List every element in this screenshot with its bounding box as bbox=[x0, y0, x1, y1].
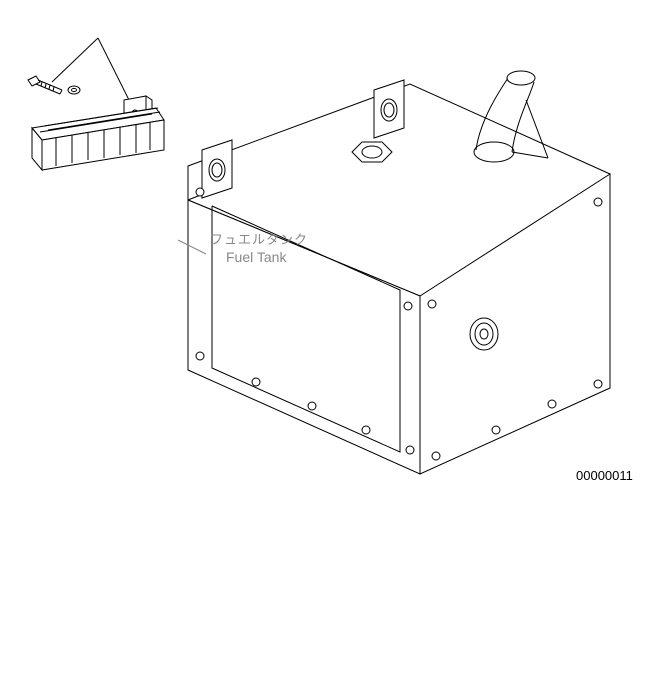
side-port bbox=[470, 318, 498, 350]
fuel-tank-label-jp: フュエルタンク bbox=[210, 232, 308, 247]
washer bbox=[68, 86, 80, 94]
diagram-serial-number: 00000011 bbox=[576, 468, 633, 483]
leader-lines bbox=[52, 38, 134, 110]
mount-ear-right bbox=[374, 80, 404, 138]
fuel-tank-label-en: Fuel Tank bbox=[226, 249, 287, 265]
mount-ear-left bbox=[202, 140, 232, 198]
fuel-tank-body bbox=[188, 84, 610, 474]
bolt bbox=[28, 76, 62, 94]
fuel-tank-diagram: フュエルタンク Fuel Tank 00000011 bbox=[0, 0, 646, 684]
tread-plate bbox=[32, 108, 164, 170]
